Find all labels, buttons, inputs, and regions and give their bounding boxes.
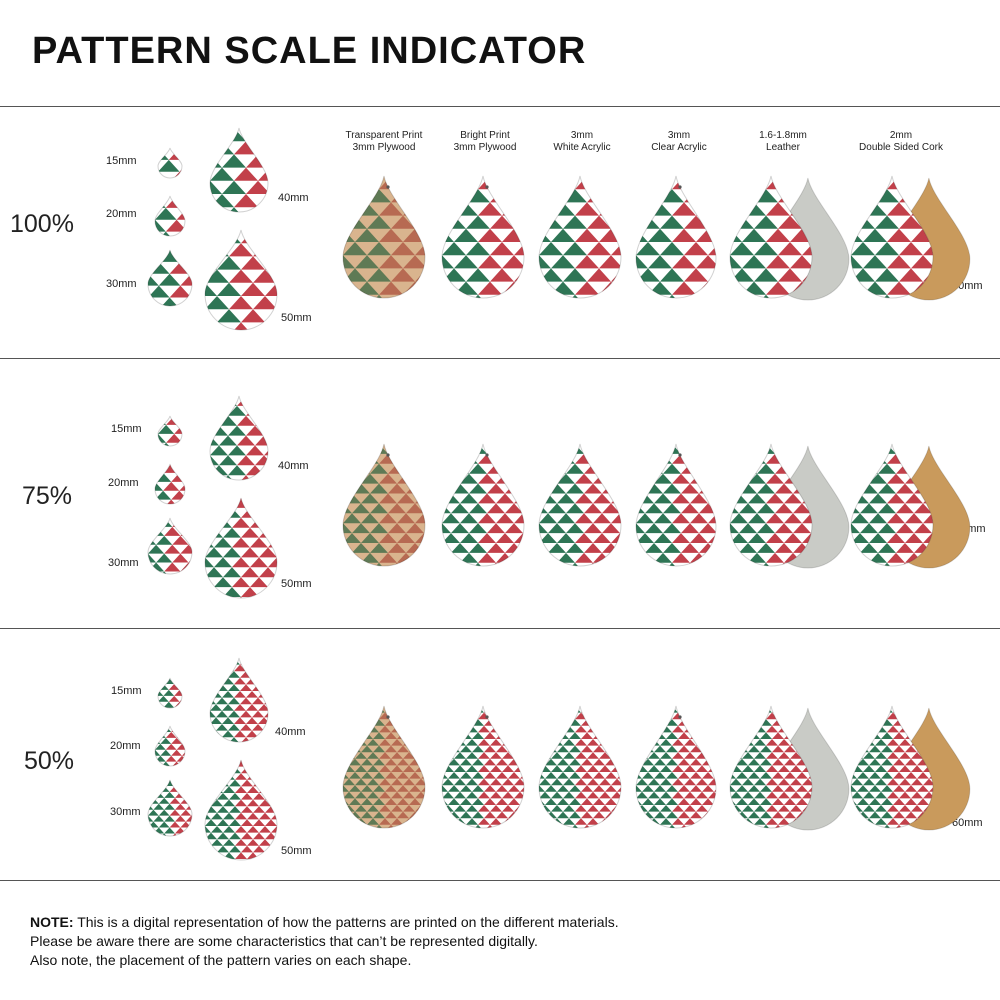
size-drop-30mm: [147, 249, 193, 307]
divider: [0, 880, 1000, 881]
column-header-leather: 1.6-1.8mm Leather: [723, 130, 843, 154]
divider: [0, 358, 1000, 359]
divider: [0, 106, 1000, 107]
size-drop-15mm: [157, 415, 183, 447]
size-label: 20mm: [106, 208, 137, 220]
material-transparent-plywood: [342, 705, 426, 829]
column-header-line: Leather: [766, 142, 800, 153]
size-label: 15mm: [111, 423, 142, 435]
column-header-bright-plywood: Bright Print 3mm Plywood: [425, 130, 545, 154]
size-drop-50mm: [204, 497, 278, 599]
size-label: 30mm: [108, 557, 139, 569]
column-header-cork: 2mm Double Sided Cork: [841, 130, 961, 154]
size-drop-15mm: [157, 677, 183, 709]
column-header-line: Bright Print: [460, 130, 510, 141]
note-line: NOTE: This is a digital representation o…: [30, 913, 619, 932]
material-clear-acrylic: [635, 443, 717, 567]
column-header-line: 3mm Plywood: [453, 142, 517, 153]
scale-label-75: 75%: [22, 482, 73, 510]
column-header-line: 3mm: [570, 130, 594, 141]
material-cork: [850, 175, 971, 301]
column-header-line: 2mm: [889, 130, 913, 141]
size-drop-40mm: [209, 657, 269, 743]
material-transparent-plywood: [342, 175, 426, 299]
material-transparent-plywood: [342, 443, 426, 567]
size-drop-30mm: [147, 779, 193, 837]
size-drop-15mm: [157, 147, 183, 179]
note-label: NOTE:: [30, 914, 74, 930]
material-leather: [729, 443, 850, 569]
size-label: 30mm: [106, 278, 137, 290]
scale-label-100: 100%: [10, 210, 74, 238]
material-cork: [850, 705, 971, 831]
column-header-line: 3mm Plywood: [352, 142, 416, 153]
material-cork: [850, 443, 971, 569]
column-header-transparent-plywood: Transparent Print 3mm Plywood: [324, 130, 444, 154]
size-label: 20mm: [110, 740, 141, 752]
size-drop-50mm: [204, 759, 278, 861]
material-clear-acrylic: [635, 705, 717, 829]
size-label: 20mm: [108, 477, 139, 489]
size-drop-20mm: [154, 725, 186, 767]
column-header-line: 3mm: [667, 130, 691, 141]
column-header-line: Clear Acrylic: [651, 142, 707, 153]
size-label: 15mm: [106, 155, 137, 167]
size-label: 50mm: [281, 312, 312, 324]
column-header-line: White Acrylic: [553, 142, 611, 153]
material-clear-acrylic: [635, 175, 717, 299]
column-header-white-acrylic: 3mm White Acrylic: [522, 130, 642, 154]
size-drop-20mm: [154, 463, 186, 505]
size-label: 40mm: [278, 192, 309, 204]
size-drop-30mm: [147, 517, 193, 575]
column-header-clear-acrylic: 3mm Clear Acrylic: [619, 130, 739, 154]
page-title: PATTERN SCALE INDICATOR: [32, 30, 587, 72]
size-drop-40mm: [209, 127, 269, 213]
material-white-acrylic: [538, 175, 622, 299]
material-bright-plywood: [441, 705, 525, 829]
material-leather: [729, 705, 850, 831]
size-drop-20mm: [154, 195, 186, 237]
size-drop-50mm: [204, 229, 278, 331]
size-label: 60mm: [952, 817, 983, 829]
size-label: 30mm: [110, 806, 141, 818]
material-white-acrylic: [538, 705, 622, 829]
column-header-line: Double Sided Cork: [859, 142, 943, 153]
material-white-acrylic: [538, 443, 622, 567]
size-label: 40mm: [275, 726, 306, 738]
size-label: 40mm: [278, 460, 309, 472]
size-label: 15mm: [111, 685, 142, 697]
material-bright-plywood: [441, 443, 525, 567]
note-line: Also note, the placement of the pattern …: [30, 952, 412, 968]
size-drop-40mm: [209, 395, 269, 481]
note-block: NOTE: This is a digital representation o…: [30, 913, 619, 970]
column-header-line: 1.6-1.8mm: [759, 130, 807, 141]
size-label: 50mm: [281, 845, 312, 857]
note-line: Please be aware there are some character…: [30, 933, 538, 949]
note-text: This is a digital representation of how …: [77, 914, 619, 930]
divider: [0, 628, 1000, 629]
size-label: 50mm: [281, 578, 312, 590]
material-leather: [729, 175, 850, 301]
scale-label-50: 50%: [24, 747, 75, 775]
column-header-line: Transparent Print: [345, 130, 423, 141]
material-bright-plywood: [441, 175, 525, 299]
